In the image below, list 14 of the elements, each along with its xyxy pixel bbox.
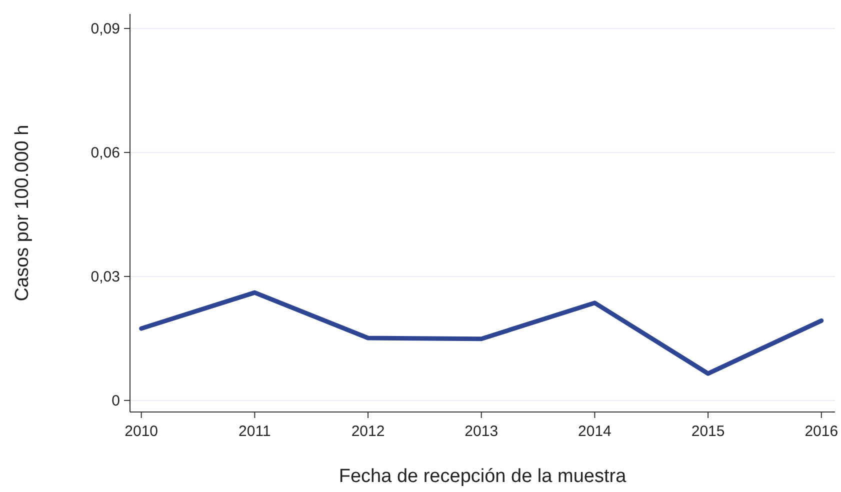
- x-tick-label: 2012: [351, 423, 385, 440]
- y-tick-label: 0,09: [90, 20, 120, 38]
- x-tick-label: 2016: [804, 423, 838, 440]
- x-tick-label: 2010: [124, 423, 158, 440]
- x-tick-label: 2015: [691, 423, 725, 440]
- x-axis-title: Fecha de recepción de la muestra: [338, 466, 627, 487]
- y-tick-label: 0,06: [90, 144, 120, 162]
- x-tick-label: 2013: [464, 423, 498, 440]
- y-axis-title: Casos por 100.000 h: [12, 124, 33, 302]
- x-tick-label: 2011: [238, 423, 271, 440]
- y-tick-label: 0,03: [90, 268, 120, 286]
- x-tick-label: 2014: [578, 423, 612, 440]
- line-series: [139, 290, 824, 376]
- y-tick-label: 0: [112, 392, 120, 410]
